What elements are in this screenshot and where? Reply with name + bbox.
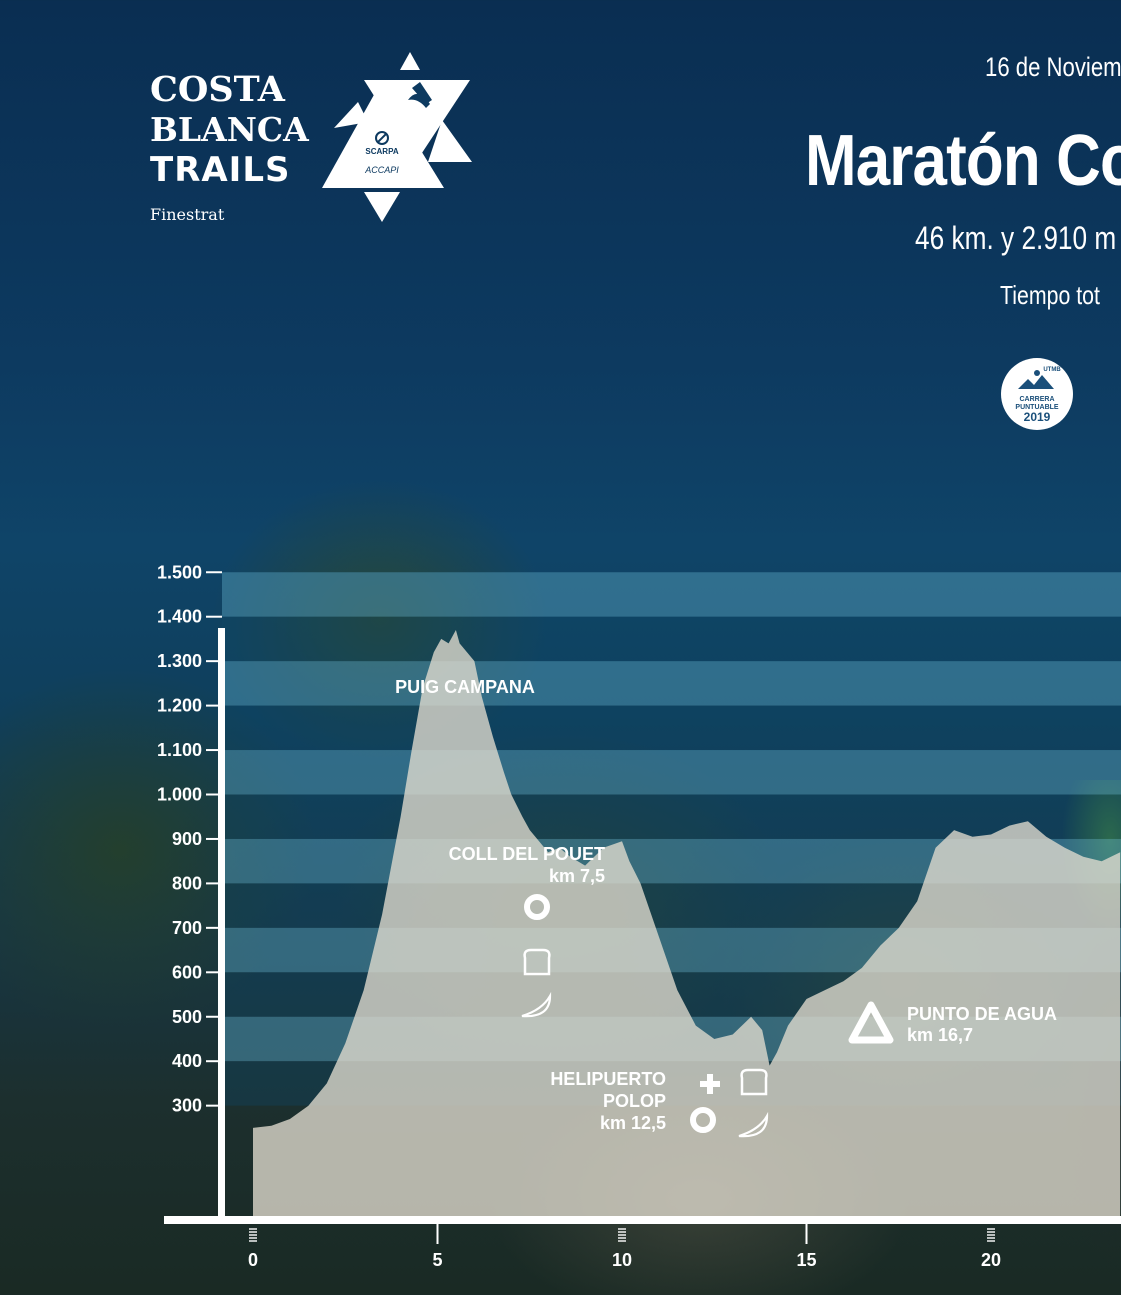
food-icon xyxy=(740,1068,768,1096)
y-tick-label: 1.100 xyxy=(157,740,202,760)
utmb-badge-icon: UTMB CARRERA PUNTUABLE 2019 xyxy=(1001,358,1073,430)
medical-cross-icon xyxy=(700,1074,720,1094)
race-distance: 46 km. y 2.910 m xyxy=(915,220,1117,256)
race-title: Maratón Co xyxy=(805,121,1121,201)
event-date: 16 de Noviem xyxy=(985,52,1121,82)
elevation-band xyxy=(222,572,1121,617)
badge-year: 2019 xyxy=(1024,410,1051,424)
label-polop: POLOP xyxy=(603,1091,666,1111)
y-tick-label: 600 xyxy=(172,962,202,982)
x-axis-line xyxy=(164,1216,1121,1224)
time-limit: Tiempo tot xyxy=(1000,280,1100,310)
y-tick-label: 500 xyxy=(172,1007,202,1027)
profile-series-area xyxy=(253,630,1121,1219)
badge-line-1: UTMB xyxy=(1043,367,1061,373)
banana-icon xyxy=(521,991,552,1018)
y-axis-line xyxy=(218,628,225,1219)
y-tick-label: 1.300 xyxy=(157,651,202,671)
x-tick-label: 0 xyxy=(248,1250,258,1270)
logo-line-2: BLANCA xyxy=(150,110,309,149)
label-punto-de-agua: PUNTO DE AGUA xyxy=(907,1004,1057,1024)
y-tick-label: 800 xyxy=(172,873,202,893)
control-point-icon xyxy=(690,1107,716,1133)
y-tick-label: 700 xyxy=(172,918,202,938)
x-tick-label: 20 xyxy=(981,1250,1001,1270)
y-tick-label: 900 xyxy=(172,829,202,849)
y-tick-label: 1.500 xyxy=(157,562,202,582)
badge-line-2: CARRERA xyxy=(1020,396,1055,403)
elevation-band xyxy=(222,661,1121,706)
banana-icon xyxy=(738,1111,769,1138)
label-coll-del-pouet-km: km 7,5 xyxy=(549,866,605,886)
logo-brand-1: SCARPA xyxy=(365,147,398,156)
y-tick-label: 1.400 xyxy=(157,607,202,627)
x-tick-label: 10 xyxy=(612,1250,632,1270)
label-helipuerto-km: km 12,5 xyxy=(600,1113,666,1133)
y-tick-label: 300 xyxy=(172,1096,202,1116)
y-tick-label: 1.000 xyxy=(157,785,202,805)
elevation-band xyxy=(222,616,1121,662)
label-punto-de-agua-km: km 16,7 xyxy=(907,1025,973,1045)
chart-axes: 300 400 500 600 700 800 900 1.000 1.100 1.200 1.30… xyxy=(157,562,1121,1270)
badge-line-3: PUNTUABLE xyxy=(1015,404,1058,411)
logo-place: Finestrat xyxy=(150,205,225,224)
elevation-band xyxy=(222,794,1121,839)
x-tick-label: 15 xyxy=(796,1250,816,1270)
label-puig-campana: PUIG CAMPANA xyxy=(395,677,535,697)
profile-area xyxy=(253,630,1121,1219)
logo-star-icon: SCARPA ACCAPI xyxy=(322,52,472,222)
logo-line-1: COSTA xyxy=(150,69,285,110)
y-tick-label: 1.200 xyxy=(157,696,202,716)
label-coll-del-pouet: COLL DEL POUET xyxy=(449,844,605,864)
logo-wordmark: COSTA BLANCA TRAILS xyxy=(150,69,309,191)
water-point-icon xyxy=(848,1001,894,1044)
y-tick-label: 400 xyxy=(172,1051,202,1071)
label-helipuerto: HELIPUERTO xyxy=(550,1069,666,1089)
food-icon xyxy=(523,948,551,976)
logo-brand-2: ACCAPI xyxy=(364,165,399,175)
elevation-band xyxy=(222,705,1121,751)
x-tick-label: 5 xyxy=(432,1250,442,1270)
elevation-band xyxy=(222,750,1121,795)
control-point-icon xyxy=(524,894,550,920)
logo-line-3: TRAILS xyxy=(150,150,291,190)
